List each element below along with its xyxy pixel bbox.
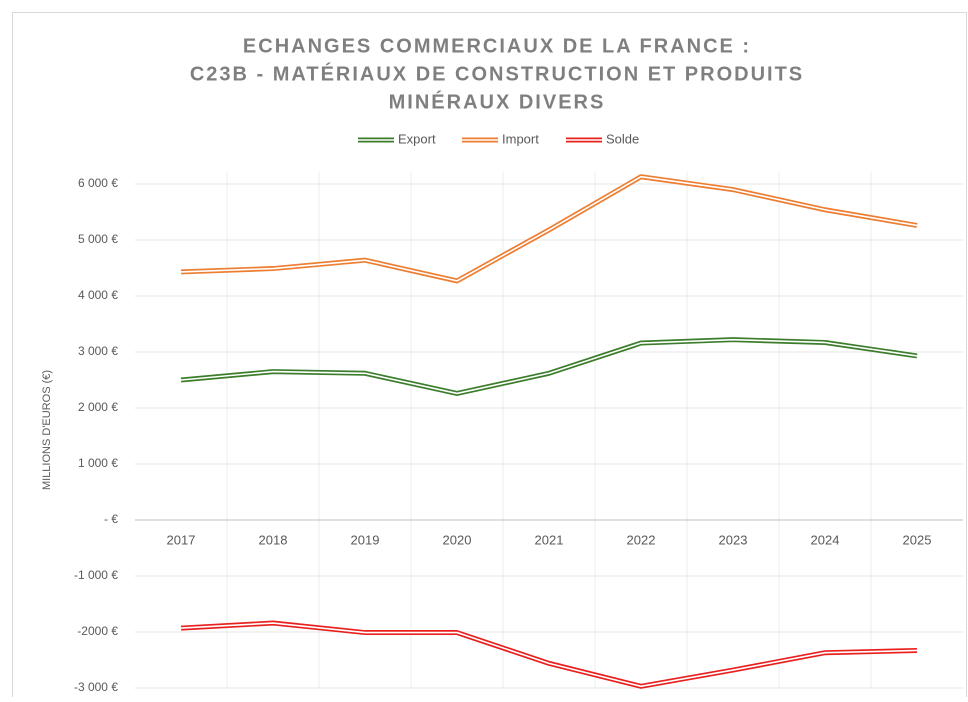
y-tick-label: 6 000 € <box>78 176 118 190</box>
y-tick-label: - € <box>104 512 118 526</box>
x-tick-label: 2023 <box>719 532 748 547</box>
x-tick-label: 2020 <box>443 532 472 547</box>
y-axis-label: MILLIONS D'EUROS (€) <box>41 370 53 490</box>
x-tick-label: 2024 <box>811 532 840 547</box>
y-tick-label: 5 000 € <box>78 232 118 246</box>
y-tick-label: -3 000 € <box>74 680 118 694</box>
y-tick-label: -2000 € <box>77 624 118 638</box>
chart-title: ECHANGES COMMERCIAUX DE LA FRANCE : <box>243 35 751 57</box>
legend-label: Import <box>502 131 539 146</box>
x-tick-label: 2018 <box>259 532 288 547</box>
legend-label: Export <box>398 131 436 146</box>
series-line-inner <box>180 622 918 688</box>
x-tick-label: 2017 <box>167 532 196 547</box>
series-line-inner <box>180 338 918 395</box>
series-line-inner <box>180 175 918 282</box>
y-tick-label: 3 000 € <box>78 344 118 358</box>
x-tick-label: 2022 <box>627 532 656 547</box>
y-tick-label: -1 000 € <box>74 568 118 582</box>
x-tick-label: 2019 <box>351 532 380 547</box>
y-tick-label: 4 000 € <box>78 288 118 302</box>
legend-label: Solde <box>606 131 639 146</box>
chart-border <box>12 12 967 702</box>
x-tick-label: 2025 <box>903 532 932 547</box>
x-tick-label: 2021 <box>535 532 564 547</box>
y-tick-label: 1 000 € <box>78 456 118 470</box>
y-tick-label: 2 000 € <box>78 400 118 414</box>
chart-title: MINÉRAUX DIVERS <box>389 90 606 113</box>
chart-title: C23B - MATÉRIAUX DE CONSTRUCTION ET PROD… <box>190 62 804 85</box>
